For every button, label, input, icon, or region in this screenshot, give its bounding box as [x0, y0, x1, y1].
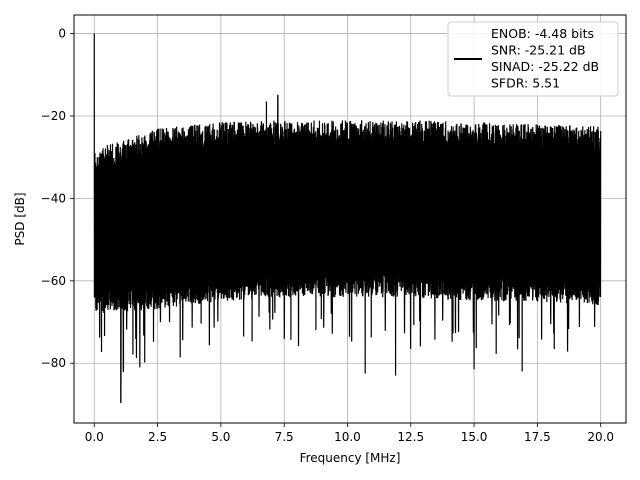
- x-tick-label: 5.0: [211, 430, 230, 444]
- x-tick-label: 12.5: [397, 430, 424, 444]
- psd-series: [93, 33, 602, 403]
- plot-frame: [73, 14, 627, 424]
- x-tick-label: 0.0: [85, 430, 104, 444]
- y-tick-label: 0: [58, 27, 66, 41]
- legend-entry-line: ENOB: -4.48 bits: [491, 26, 594, 41]
- psd-series-line: [93, 33, 602, 403]
- x-tick-label: 10.0: [334, 430, 361, 444]
- y-tick-label: −80: [41, 356, 66, 370]
- y-tick-label: −40: [41, 191, 66, 205]
- y-tick-label: −60: [41, 274, 66, 288]
- legend-entry-line: SINAD: -25.22 dB: [491, 59, 599, 74]
- y-axis-label: PSD [dB]: [13, 192, 27, 245]
- legend-entry-line: SFDR: 5.51: [491, 76, 560, 91]
- x-tick-label: 20.0: [587, 430, 614, 444]
- axis-ticks: 0.0 2.5 5.0 7.5 10.0 12.5 15.0 17.5 20.0 0 −20 −40 −…: [41, 27, 614, 444]
- x-tick-label: 15.0: [461, 430, 488, 444]
- legend-box: [447, 21, 619, 97]
- y-tick-label: −20: [41, 109, 66, 123]
- legend-entry-line: SNR: -25.21 dB: [491, 43, 586, 58]
- x-tick-label: 2.5: [148, 430, 167, 444]
- x-tick-label: 7.5: [275, 430, 294, 444]
- x-axis-label: Frequency [MHz]: [300, 451, 401, 465]
- x-tick-label: 17.5: [524, 430, 551, 444]
